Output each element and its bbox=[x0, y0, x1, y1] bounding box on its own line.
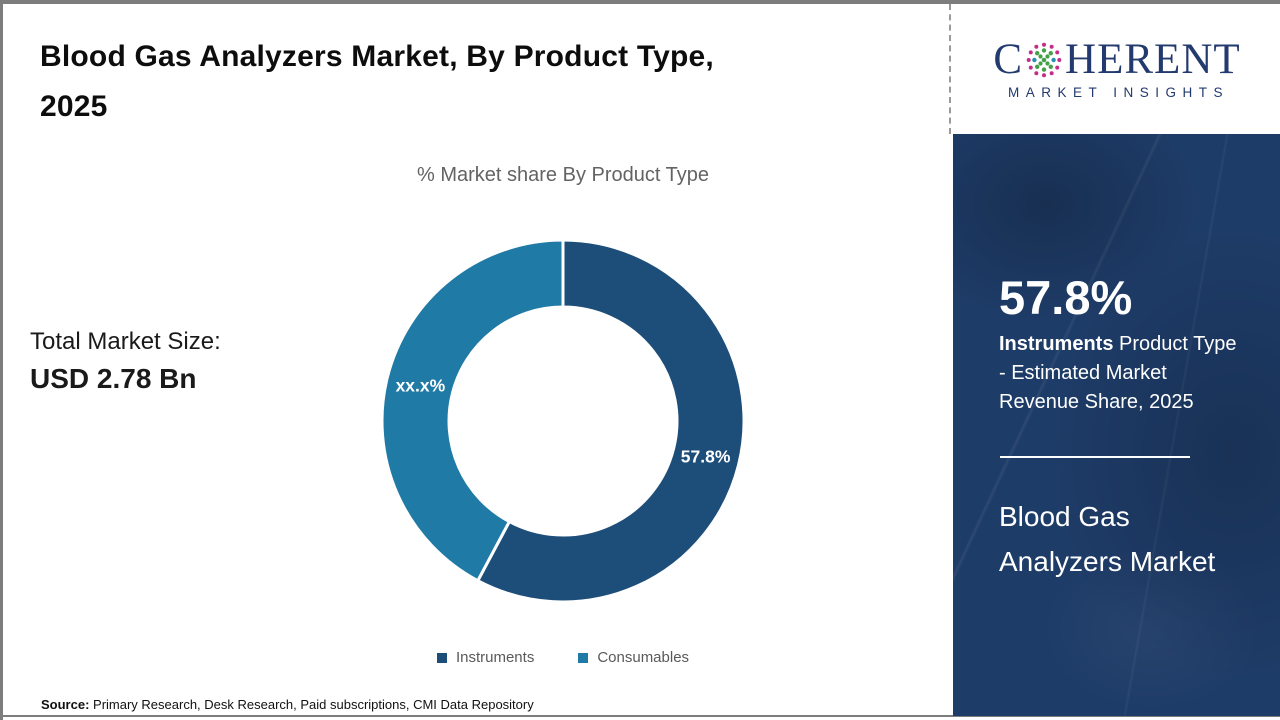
globe-dots-icon bbox=[1026, 42, 1062, 77]
globe-dot bbox=[1038, 60, 1043, 66]
brand-letter-c: C bbox=[993, 36, 1024, 83]
slice-label-instruments: 57.8% bbox=[681, 447, 731, 467]
sidebar-stat-segment: Instruments bbox=[999, 333, 1114, 355]
globe-dot bbox=[1045, 60, 1050, 66]
brand-wordmark: C HERENT bbox=[993, 38, 1240, 81]
sidebar-stat-value: 57.8% bbox=[999, 271, 1133, 324]
globe-dot bbox=[1034, 70, 1039, 75]
chart-subtitle: % Market share By Product Type bbox=[417, 164, 709, 186]
globe-dot bbox=[1042, 72, 1047, 77]
globe-dot bbox=[1026, 57, 1031, 62]
legend-item-instruments: Instruments bbox=[436, 649, 535, 666]
highlight-sidebar: 57.8% Instruments Product Type - Estimat… bbox=[953, 134, 1280, 716]
globe-dot bbox=[1049, 70, 1054, 75]
globe-dot bbox=[1028, 65, 1033, 70]
globe-dot bbox=[1051, 57, 1056, 62]
globe-dot bbox=[1028, 49, 1033, 54]
logo-dashed-separator bbox=[949, 4, 951, 134]
globe-dot bbox=[1048, 50, 1054, 55]
globe-dot bbox=[1041, 47, 1047, 53]
globe-dot bbox=[1042, 42, 1047, 47]
globe-dot bbox=[1038, 53, 1043, 59]
donut-chart-svg: 57.8% xx.x% bbox=[380, 238, 746, 604]
globe-dot bbox=[1045, 53, 1050, 59]
total-market-size-value: USD 2.78 Bn bbox=[30, 363, 197, 394]
sidebar-stat-rest: Product Type - Estimated Market Revenue … bbox=[999, 333, 1237, 413]
brand-logo: C HERENT MARKET INSIGHTS bbox=[953, 4, 1280, 134]
globe-dot bbox=[1032, 57, 1037, 62]
brand-tagline: MARKET INSIGHTS bbox=[1007, 85, 1230, 100]
donut-slice-instruments bbox=[475, 238, 746, 604]
source-text: Primary Research, Desk Research, Paid su… bbox=[89, 697, 534, 712]
globe-dot bbox=[1048, 64, 1054, 69]
sidebar-divider bbox=[1000, 456, 1190, 458]
globe-dot bbox=[1041, 66, 1047, 72]
total-market-size-label: Total Market Size: bbox=[30, 328, 221, 355]
source-label: Source: bbox=[41, 697, 90, 712]
page-title-line1: Blood Gas Analyzers Market, By Product T… bbox=[40, 40, 714, 73]
globe-dot bbox=[1034, 44, 1039, 49]
source-note: Source: Primary Research, Desk Research,… bbox=[41, 697, 534, 712]
globe-dot bbox=[1035, 50, 1040, 55]
globe-dot bbox=[1035, 64, 1040, 69]
globe-dot bbox=[1041, 57, 1047, 62]
globe-dot bbox=[1055, 49, 1060, 54]
sidebar-stat-description: Instruments Product Type - Estimated Mar… bbox=[999, 330, 1237, 417]
legend-label-instruments: Instruments bbox=[455, 649, 535, 666]
legend-swatch-instruments bbox=[436, 652, 447, 663]
globe-dot bbox=[1057, 57, 1062, 62]
legend-swatch-consumables bbox=[578, 652, 589, 663]
legend-item-consumables: Consumables bbox=[578, 649, 689, 666]
slice-label-consumables: xx.x% bbox=[396, 375, 446, 395]
brand-letters-rest: HERENT bbox=[1065, 36, 1241, 83]
globe-dot bbox=[1049, 44, 1054, 49]
bottom-divider bbox=[3, 715, 1280, 717]
page-title-line2: 2025 bbox=[40, 90, 108, 123]
chart-legend: Instruments Consumables bbox=[183, 649, 943, 666]
page-title: Blood Gas Analyzers Market, By Product T… bbox=[40, 32, 920, 132]
globe-dot bbox=[1055, 65, 1060, 70]
legend-label-consumables: Consumables bbox=[597, 649, 690, 666]
sidebar-market-name: Blood Gas Analyzers Market bbox=[999, 501, 1216, 577]
total-market-size: Total Market Size: USD 2.78 Bn bbox=[30, 328, 221, 395]
donut-chart: 57.8% xx.x% bbox=[380, 238, 746, 604]
donut-slice-consumables bbox=[380, 238, 565, 583]
